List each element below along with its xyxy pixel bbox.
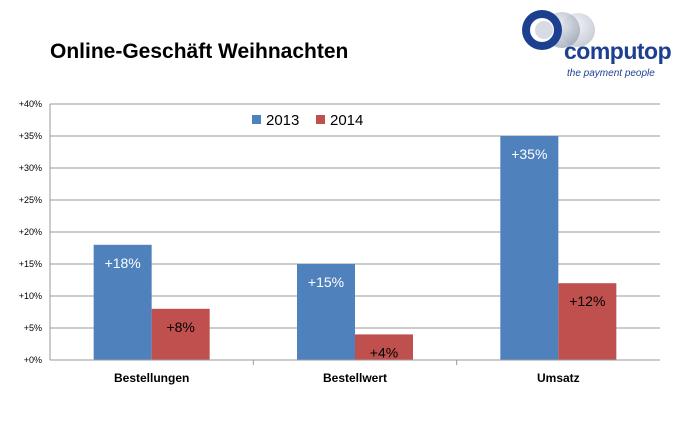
data-label: +35%: [511, 146, 547, 162]
legend-label-2014: 2014: [330, 112, 363, 129]
bar-2014: [558, 283, 617, 360]
y-tick-label: +40%: [19, 99, 42, 109]
data-label: +8%: [166, 319, 194, 335]
x-category-label: Umsatz: [537, 371, 580, 385]
computop-logo: computop the payment people: [520, 8, 672, 84]
x-category-label: Bestellungen: [114, 371, 189, 385]
y-tick-label: +5%: [24, 323, 42, 333]
legend-swatch-2014: [316, 115, 325, 124]
y-tick-label: +20%: [19, 227, 42, 237]
bar-2013: [93, 244, 152, 360]
page-title: Online-Geschäft Weihnachten: [50, 40, 349, 63]
bar-2013: [297, 264, 355, 360]
x-category-label: Bestellwert: [323, 371, 387, 385]
y-tick-label: +30%: [19, 163, 42, 173]
y-tick-label: +15%: [19, 259, 42, 269]
data-label: +12%: [569, 293, 605, 309]
y-tick-label: +10%: [19, 291, 42, 301]
y-tick-label: +35%: [19, 131, 42, 141]
legend-label-2013: 2013: [266, 112, 299, 129]
bar-2014: [151, 308, 210, 360]
y-tick-label: +0%: [24, 355, 42, 365]
logo-tagline: the payment people: [567, 68, 655, 79]
bar-2013: [500, 136, 559, 360]
legend-swatch-2013: [252, 115, 261, 124]
y-tick-label: +25%: [19, 195, 42, 205]
data-label: +4%: [370, 344, 398, 360]
data-label: +15%: [308, 274, 344, 290]
computop-logo-mark: [522, 10, 595, 50]
logo-wordmark: computop: [564, 38, 672, 64]
data-label: +18%: [105, 255, 141, 271]
bar-2014: [355, 334, 413, 360]
